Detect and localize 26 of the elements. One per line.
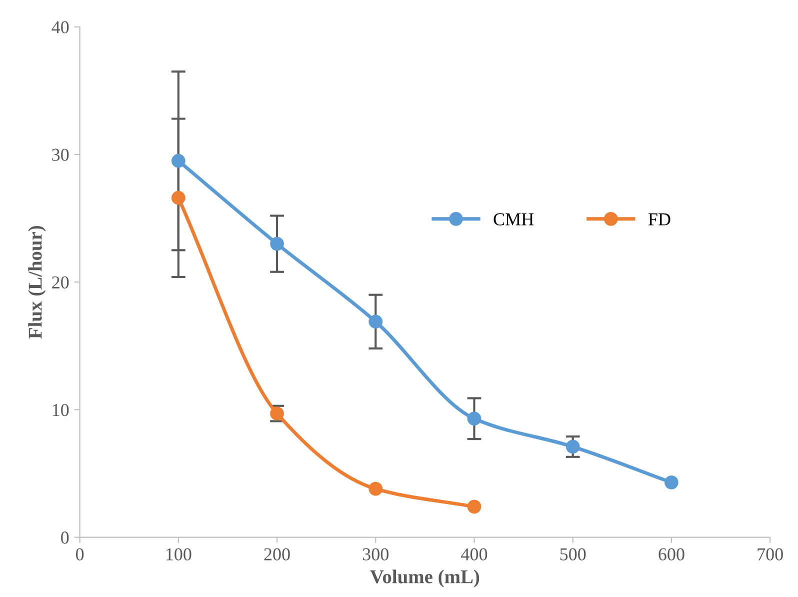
x-tick-label: 100 xyxy=(166,548,192,560)
y-tick-label: 0 xyxy=(61,532,69,544)
point xyxy=(368,482,383,496)
point xyxy=(171,154,186,168)
y-axis-title: Flux (L/hour) xyxy=(28,226,46,339)
point xyxy=(566,440,580,454)
point xyxy=(368,314,383,329)
legend-label: CMH xyxy=(494,213,534,226)
legend-label: FD xyxy=(648,213,670,226)
point xyxy=(270,236,284,251)
point xyxy=(467,500,482,514)
x-tick-label: 0 xyxy=(76,548,84,560)
x-tick-label: 300 xyxy=(362,548,388,560)
point xyxy=(664,475,678,490)
y-tick-label: 40 xyxy=(52,21,69,34)
y-tick-label: 10 xyxy=(52,404,69,416)
x-tick-label: 600 xyxy=(658,548,684,560)
x-tick-label: 200 xyxy=(264,548,290,560)
x-axis-title: Volume (mL) xyxy=(370,570,480,588)
point xyxy=(467,412,482,426)
y-tick-label: 30 xyxy=(52,148,69,161)
x-tick-label: 500 xyxy=(560,548,586,560)
point xyxy=(171,190,186,205)
x-tick-label: 700 xyxy=(758,548,783,560)
x-tick-label: 400 xyxy=(461,548,488,560)
y-tick-label: 20 xyxy=(52,276,69,289)
